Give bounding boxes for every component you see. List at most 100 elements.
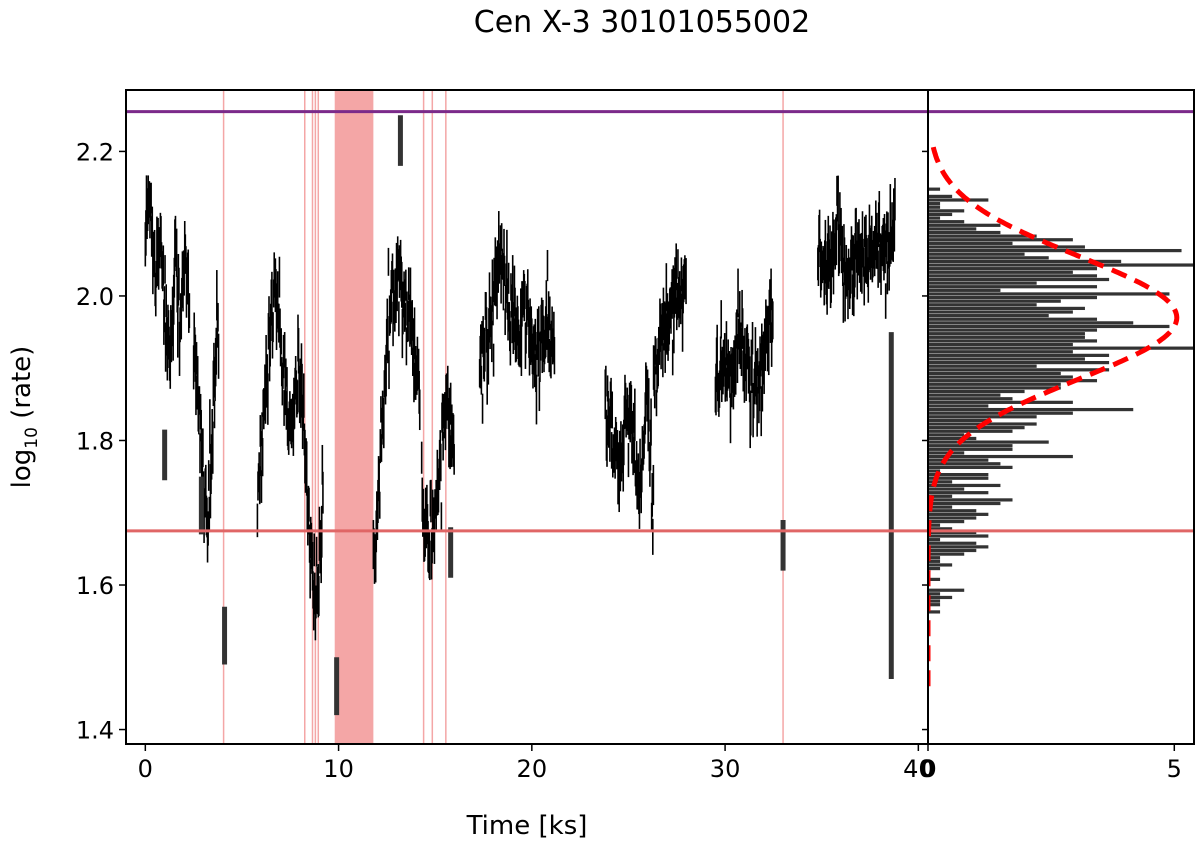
- histogram-bar: [928, 538, 941, 542]
- histogram-bar: [928, 505, 953, 509]
- histogram-bar: [928, 465, 1013, 469]
- histogram-x-tick-label: 5: [1167, 755, 1182, 783]
- histogram-bar: [928, 559, 941, 563]
- histogram-bar: [928, 274, 1098, 278]
- histogram-bar: [928, 415, 1037, 419]
- histogram-bar: [928, 436, 977, 441]
- histogram-bar: [928, 371, 1061, 376]
- histogram-bar: [928, 342, 1073, 347]
- x-tick-label: 0: [138, 755, 153, 783]
- histogram-bar: [928, 577, 941, 582]
- y-tick-label: 2.2: [76, 138, 114, 166]
- lightcurve-y-ticks: 1.4 1.6 1.8 2.0 2.2: [76, 138, 126, 745]
- chart-title: Cen X-3 30101055002: [474, 5, 810, 40]
- lightcurve-frame: [125, 89, 929, 745]
- histogram-bar: [928, 393, 1001, 397]
- histogram-bar: [928, 220, 965, 224]
- histogram-bar: [928, 426, 1025, 430]
- x-axis-label: Time [ks]: [466, 811, 588, 841]
- histogram-bar: [928, 382, 1061, 386]
- histogram-bar: [928, 223, 1001, 227]
- histogram-bar: [928, 299, 1061, 303]
- histogram-bar: [928, 350, 1073, 354]
- histogram-bar: [928, 212, 953, 217]
- histogram-bar: [928, 458, 989, 462]
- histogram-bar: [928, 209, 965, 213]
- histogram-bar: [928, 346, 1194, 350]
- histogram-bar: [928, 259, 1122, 264]
- histogram-bar: [928, 462, 1001, 466]
- histogram-bars-layer: [928, 187, 1194, 614]
- histogram-bar: [928, 566, 941, 571]
- histogram-bar: [928, 360, 1110, 365]
- histogram-bar: [928, 335, 1085, 339]
- flare-bands-layer: [222, 90, 784, 744]
- histogram-bar: [928, 277, 1110, 282]
- histogram-bar: [928, 592, 941, 596]
- x-tick-label: 20: [517, 755, 548, 783]
- gaussian-fit-layer: [928, 143, 1180, 687]
- histogram-y-ticks: [922, 150, 928, 731]
- histogram-bar: [928, 357, 1085, 361]
- histogram-bar: [928, 389, 1025, 394]
- histogram-bar: [928, 487, 965, 491]
- y-tick-label: 1.8: [76, 427, 114, 455]
- histogram-bar: [928, 498, 1013, 502]
- histogram-bar: [928, 353, 1110, 357]
- histogram-bar: [928, 364, 1037, 368]
- histogram-bar: [928, 512, 989, 516]
- histogram-bar: [928, 234, 1037, 238]
- x-tick-label: 40: [903, 755, 934, 783]
- histogram-bar: [928, 324, 1170, 329]
- histogram-bar: [928, 563, 953, 567]
- histogram-bar: [928, 556, 941, 560]
- y-axis-label-sub: 10: [22, 427, 42, 449]
- histogram-bar: [928, 429, 1013, 433]
- histogram-bar: [928, 303, 1037, 307]
- histogram-bar: [928, 238, 1073, 242]
- histogram-bar: [928, 407, 1134, 412]
- gaussian-fit-curve: [928, 143, 1180, 687]
- histogram-bar: [928, 267, 1098, 271]
- histogram-bar: [928, 545, 989, 549]
- histogram-x-tick-label: 0: [920, 755, 937, 783]
- histogram-bar: [928, 314, 1049, 318]
- histogram-bar: [928, 245, 1085, 249]
- histogram-bar: [928, 256, 1049, 260]
- histogram-bar: [928, 270, 1073, 274]
- x-tick-label: 30: [710, 755, 741, 783]
- y-tick-label: 1.6: [76, 572, 114, 600]
- histogram-bar: [928, 241, 1013, 245]
- histogram-bar: [928, 440, 1049, 444]
- y-tick-label: 2.0: [76, 283, 114, 311]
- histogram-bar: [928, 187, 941, 191]
- histogram-bar: [928, 397, 1013, 401]
- histogram-bar: [928, 534, 989, 538]
- flare-band: [334, 90, 374, 744]
- histogram-bar: [928, 552, 965, 556]
- histogram-bar: [928, 494, 953, 498]
- histogram-bar: [928, 263, 1194, 267]
- histogram-bar: [928, 516, 977, 520]
- lightcurve-data-layer: [144, 115, 896, 716]
- histogram-bar: [928, 198, 989, 202]
- histogram-bar: [928, 599, 941, 603]
- histogram-bar: [928, 295, 1098, 300]
- y-axis-label-tail: (rate): [7, 346, 37, 427]
- histogram-bar: [928, 310, 1073, 314]
- histogram-bar: [928, 288, 1001, 292]
- y-axis-label: log10 (rate): [7, 346, 42, 489]
- histogram-bar: [928, 404, 989, 408]
- histogram-bar: [928, 332, 1085, 336]
- histogram-bar: [928, 252, 1025, 256]
- histogram-bar: [928, 433, 965, 437]
- histogram-bar: [928, 483, 1001, 488]
- histogram-bar: [928, 194, 953, 198]
- histogram-bar: [928, 519, 965, 524]
- histogram-bar: [928, 328, 1098, 332]
- histogram-bar: [928, 451, 965, 455]
- lightcurve-x-ticks: 0 10 20 30 40: [138, 744, 934, 783]
- histogram-bar: [928, 317, 1098, 321]
